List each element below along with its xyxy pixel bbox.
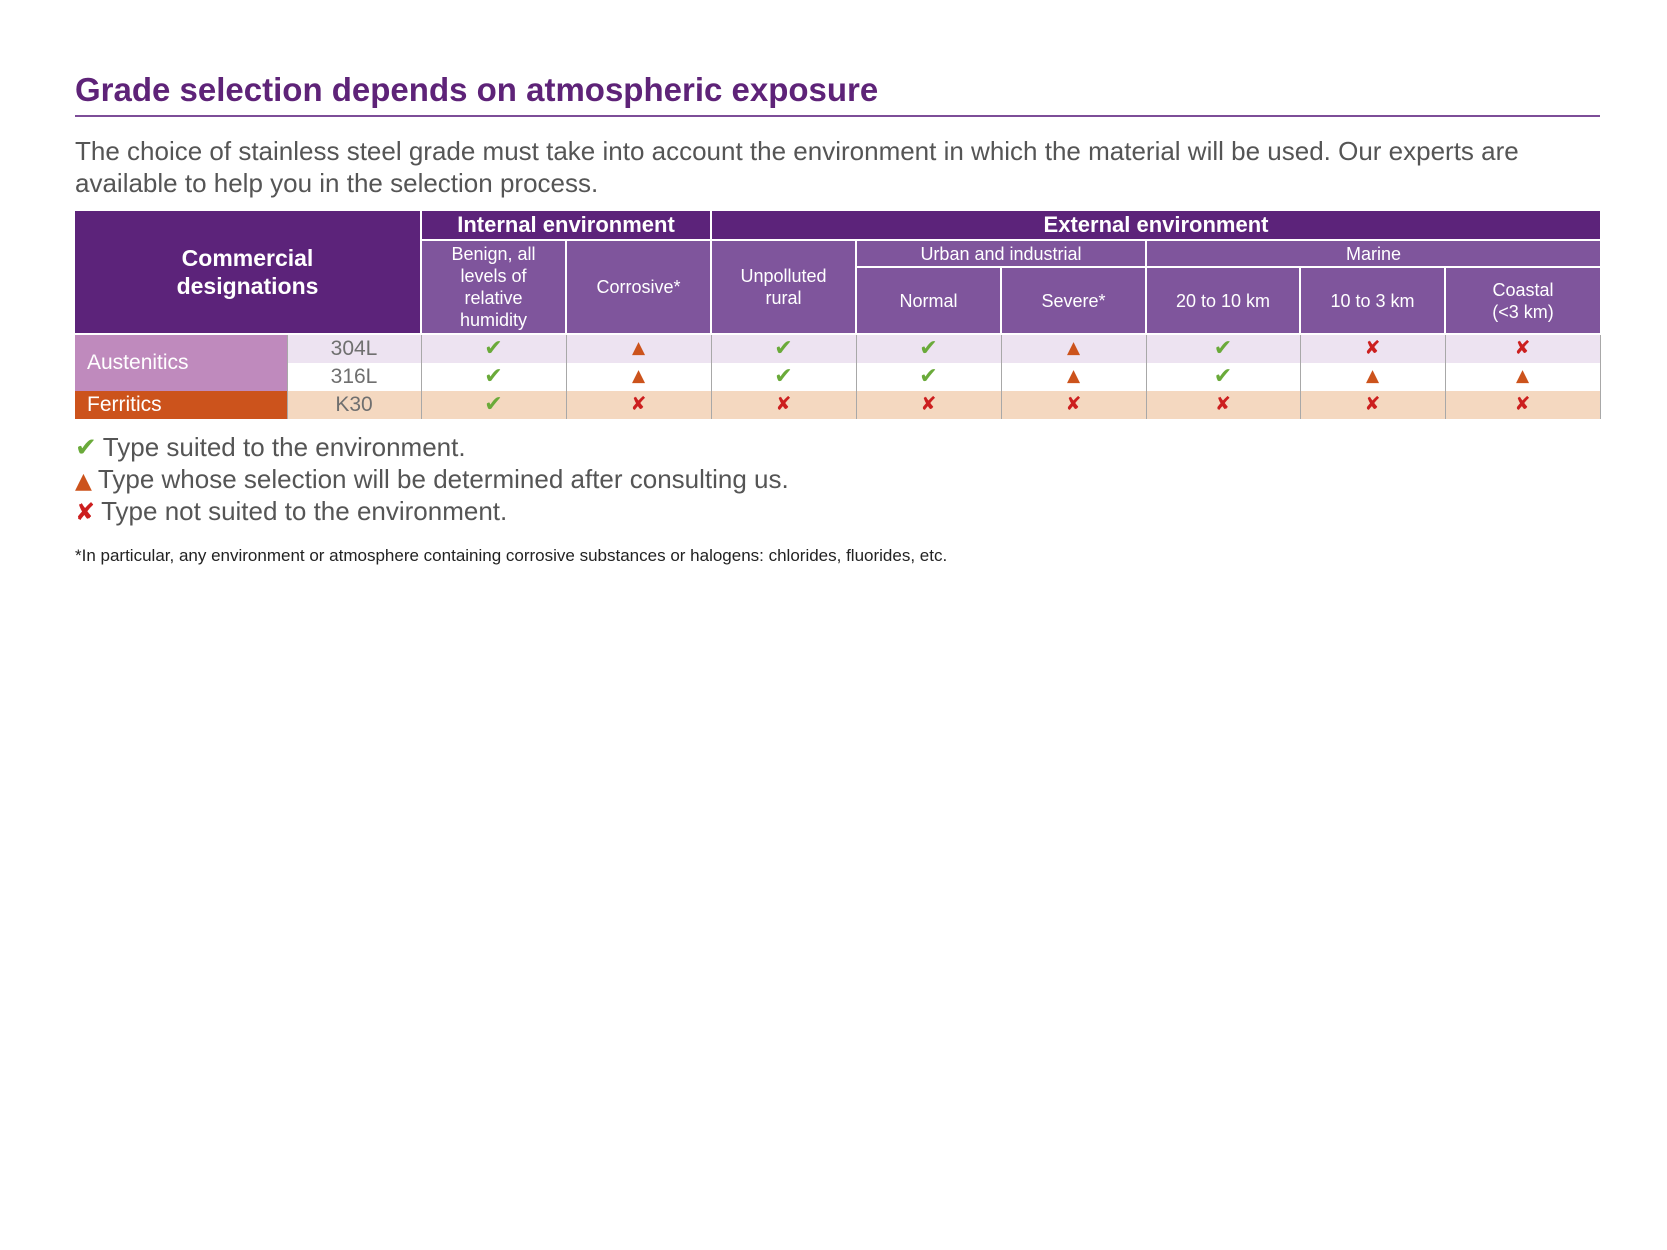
internal-environment-header: Internal environment [420, 211, 712, 241]
cross-icon: ✘ [920, 393, 937, 415]
check-icon: ✔ [1213, 336, 1233, 361]
column-10-to-3-km: 10 to 3 km [1299, 266, 1446, 335]
rating-cell: ✘ [855, 391, 1001, 419]
cross-icon: ✘ [630, 393, 647, 415]
check-icon: ✔ [75, 433, 97, 463]
rating-cell: ✔ [420, 334, 566, 363]
table-row: Ferritics K30 ✔ ✘ ✘ ✘ ✘ ✘ ✘ ✘ [75, 391, 1601, 419]
cross-icon: ✘ [1514, 337, 1531, 359]
rating-cell: ▲ [565, 334, 711, 363]
cross-icon: ✘ [1514, 393, 1531, 415]
rating-cell: ✔ [855, 334, 1001, 363]
cross-icon: ✘ [1364, 393, 1381, 415]
rating-cell: ✘ [565, 391, 711, 419]
rating-cell: ✔ [1145, 363, 1300, 391]
grade-selection-table: Commercial designations Internal environ… [75, 211, 1601, 419]
table-row: 316L ✔ ▲ ✔ ✔ ▲ ✔ ▲ ▲ [75, 363, 1601, 391]
rating-cell: ✔ [710, 334, 856, 363]
rating-cell: ▲ [1000, 334, 1146, 363]
legend-item-consult: ▲ Type whose selection will be determined… [75, 463, 1600, 495]
column-unpolluted-rural: Unpolluted rural [710, 239, 857, 335]
marine-header: Marine [1144, 239, 1601, 268]
rating-cell: ✘ [1299, 334, 1445, 363]
triangle-icon: ▲ [631, 366, 646, 386]
rating-cell: ▲ [1299, 363, 1445, 391]
column-coastal: Coastal (<3 km) [1443, 266, 1601, 335]
column-corrosive: Corrosive* [565, 239, 712, 335]
triangle-icon: ▲ [1515, 366, 1530, 386]
rating-cell: ✔ [855, 363, 1001, 391]
rating-cell: ✔ [1145, 334, 1300, 363]
column-normal: Normal [855, 266, 1002, 335]
legend-not-suited-label: Type not suited to the environment. [101, 496, 508, 526]
family-austenitics: Austenitics [75, 334, 287, 391]
rating-cell: ✔ [710, 363, 856, 391]
legend-consult-label: Type whose selection will be determined … [97, 464, 789, 494]
intro-paragraph: The choice of stainless steel grade must… [75, 136, 1519, 198]
rating-cell: ▲ [1444, 363, 1601, 391]
cross-icon: ✘ [75, 498, 96, 526]
page: Grade selection depends on atmospheric e… [75, 65, 1601, 567]
triangle-icon: ▲ [1066, 338, 1081, 358]
triangle-icon: ▲ [1365, 366, 1380, 386]
cross-icon: ✘ [1364, 337, 1381, 359]
rating-cell: ✘ [1444, 391, 1601, 419]
footnote: *In particular, any environment or atmos… [75, 546, 948, 565]
check-icon: ✔ [484, 364, 503, 389]
triangle-icon: ▲ [1066, 366, 1081, 386]
page-title: Grade selection depends on atmospheric e… [75, 65, 1600, 117]
grade-cell: 316L [286, 363, 421, 391]
legend: ✔ Type suited to the environment. ▲ Type w… [75, 431, 1600, 527]
rating-cell: ✘ [1444, 334, 1601, 363]
check-icon: ✔ [484, 392, 503, 417]
column-benign-label: Benign, all levels of relative humidity [451, 244, 536, 330]
check-icon: ✔ [919, 364, 938, 389]
check-icon: ✔ [1213, 364, 1233, 389]
cross-icon: ✘ [1215, 393, 1231, 415]
cross-icon: ✘ [775, 393, 792, 415]
table-row: Austenitics 304L ✔ ▲ ✔ ✔ ▲ ✔ ✘ ✘ [75, 334, 1601, 391]
grade-cell: 304L [286, 334, 421, 363]
urban-industrial-header: Urban and industrial [855, 239, 1147, 268]
column-20-to-10-km: 20 to 10 km [1145, 266, 1301, 335]
cross-icon: ✘ [1065, 393, 1082, 415]
rating-cell: ✘ [1299, 391, 1445, 419]
rating-cell: ✘ [1000, 391, 1146, 419]
rating-cell: ✘ [1145, 391, 1300, 419]
check-icon: ✔ [774, 336, 793, 361]
grade-cell: K30 [286, 391, 421, 419]
triangle-icon: ▲ [631, 338, 646, 358]
legend-item-suited: ✔ Type suited to the environment. [75, 431, 1600, 463]
external-environment-header: External environment [709, 211, 1601, 241]
column-severe: Severe* [1000, 266, 1147, 335]
rating-cell: ✘ [710, 391, 856, 419]
triangle-icon: ▲ [75, 469, 92, 494]
column-benign: Benign, all levels of relative humidity [420, 239, 567, 335]
rating-cell: ▲ [1000, 363, 1146, 391]
family-ferritics: Ferritics [75, 391, 287, 419]
rating-cell: ▲ [565, 363, 711, 391]
rating-cell: ✔ [420, 391, 566, 419]
commercial-designations-label: Commercial designations [176, 245, 319, 299]
check-icon: ✔ [484, 336, 503, 361]
legend-suited-label: Type suited to the environment. [102, 432, 466, 462]
commercial-designations-header: Commercial designations [75, 211, 422, 335]
check-icon: ✔ [774, 364, 793, 389]
column-coastal-label: Coastal (<3 km) [1492, 279, 1554, 322]
rating-cell: ✔ [420, 363, 566, 391]
check-icon: ✔ [919, 336, 938, 361]
column-unpolluted-rural-label: Unpolluted rural [740, 266, 827, 308]
legend-item-not-suited: ✘ Type not suited to the environment. [75, 495, 1600, 527]
